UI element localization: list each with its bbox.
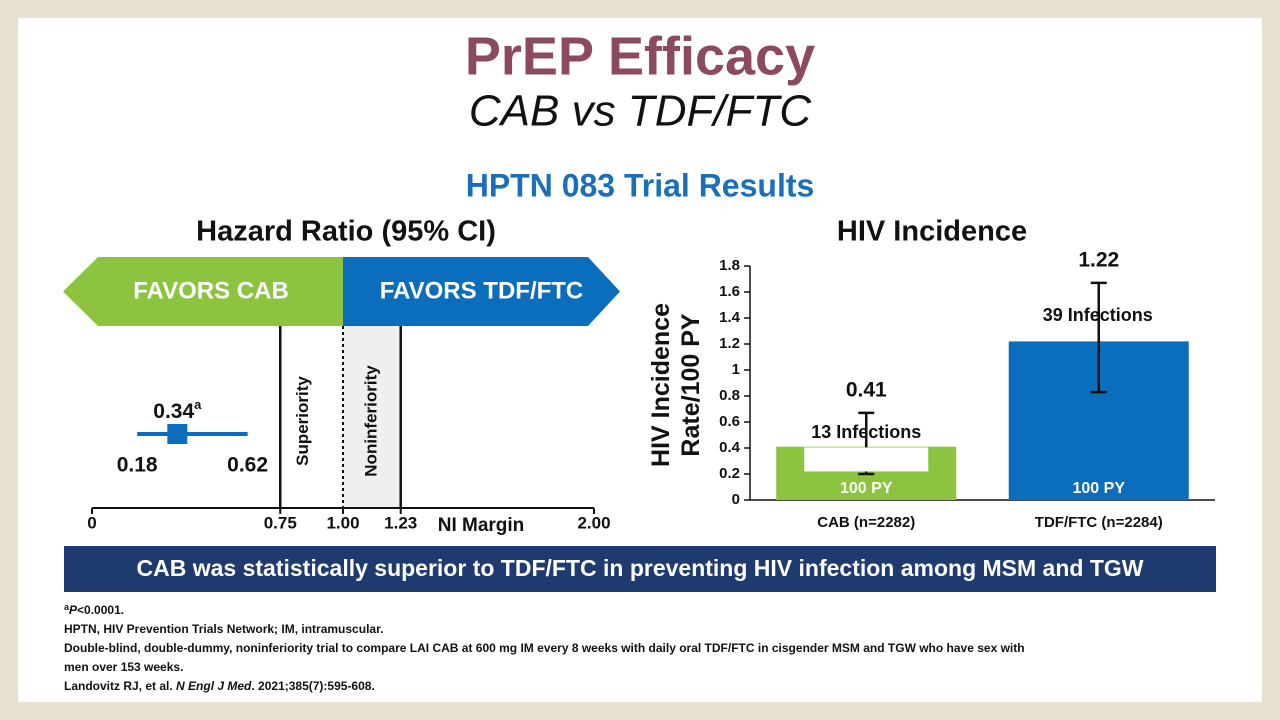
y-tick-label: 0.4 [719,439,741,456]
region-label: Superiority [293,376,312,466]
point-estimate [167,424,188,444]
section-title: HPTN 083 Trial Results [466,167,815,203]
favor-label: FAVORS CAB [133,277,289,304]
x-tick-label: 1.23 [384,513,417,532]
conclusion-banner [64,546,1216,592]
reference: Landovitz RJ, et al. N Engl J Med. 2021;… [64,679,375,693]
y-tick-label: 1.4 [719,309,741,326]
footnote: men over 153 weeks. [64,660,183,674]
y-axis-label: HIV IncidenceRate/100 PY [647,303,705,467]
infection-label: 13 Infections [811,422,921,442]
region-label: Noninferiority [361,365,380,477]
x-tick-label: 0.75 [264,513,297,532]
y-tick-label: 1.2 [719,335,740,352]
conclusion: CAB was statistically superior to TDF/FT… [137,555,1144,581]
y-axis-label-line: Rate/100 PY [677,313,705,456]
bar-label: 100 PY [840,480,893,497]
infection-label: 39 Infections [1043,305,1153,325]
label-bg [804,447,929,472]
bar-label: 100 PY [1073,480,1126,497]
x-tick-label: 1.00 [326,513,359,532]
y-tick-label: 0.2 [719,465,740,482]
favor-arrow [63,257,343,326]
point-note: a [194,397,202,412]
bar-title: HIV Incidence [837,216,1027,248]
footnote: aP<0.0001. [64,602,124,617]
y-tick-label: 0 [732,491,740,508]
favor-arrow [343,257,620,326]
x-tick-label: TDF/FTC (n=2284) [1035,514,1163,531]
ci-label: 0.62 [227,454,268,477]
favor-label: FAVORS TDF/FTC [380,277,584,304]
margin-label: NI Margin [438,515,525,536]
y-tick-label: 1 [732,361,740,378]
y-tick-label: 1.8 [719,257,740,274]
subtitle: CAB vs TDF/FTC [469,87,812,136]
point-label: 0.34a [153,397,202,422]
y-tick-label: 1.6 [719,283,740,300]
footnote: HPTN, HIV Prevention Trials Network; IM,… [64,622,383,636]
x-tick-label: CAB (n=2282) [817,514,915,531]
forest-title: Hazard Ratio (95% CI) [196,216,496,248]
y-axis-label-line: HIV Incidence [647,303,675,467]
x-tick-label: 2.00 [577,513,610,532]
title: PrEP Efficacy [465,26,815,86]
point-value: 0.34 [153,400,194,423]
y-tick-label: 0.8 [719,387,740,404]
y-tick-label: 0.6 [719,413,740,430]
value-label: 1.22 [1078,248,1119,271]
x-tick-label: 0 [87,513,96,532]
footnote: Double-blind, double-dummy, noninferiori… [64,641,1025,655]
region-shade [343,326,401,508]
value-label: 0.41 [846,378,887,401]
ci-label: 0.18 [117,454,158,477]
